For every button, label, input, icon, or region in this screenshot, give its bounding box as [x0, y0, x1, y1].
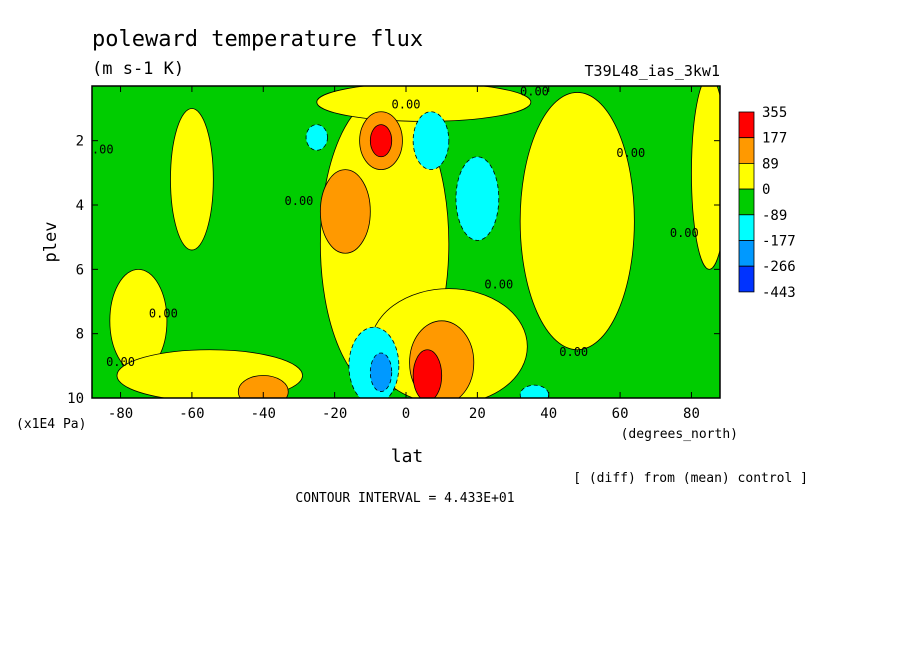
x-axis-label: lat — [391, 446, 424, 467]
contour-label: 0.00 — [149, 307, 178, 321]
contour-region-negative — [519, 384, 550, 398]
contour-label: 0.00 — [392, 98, 421, 112]
contour-label: 0.00 — [520, 85, 549, 99]
x-tick-label: -60 — [179, 406, 204, 422]
contour-region-positive — [691, 86, 720, 270]
colorbar-swatch — [738, 111, 755, 139]
colorbar-swatch — [738, 240, 755, 267]
colorbar-label: 355 — [762, 105, 787, 121]
x-axis: -80 -60 -40 -20 0 20 40 60 80 — [108, 86, 700, 422]
y-axis: 2 4 6 8 10 — [67, 134, 720, 407]
x-tick-label: 60 — [612, 406, 629, 422]
chart-title: poleward temperature flux — [92, 27, 423, 52]
colorbar-label: -177 — [762, 234, 796, 250]
x-tick-label: -20 — [322, 406, 347, 422]
colorbar-label: 177 — [762, 131, 787, 147]
colorbar-label: -89 — [762, 208, 787, 224]
colorbar-swatch — [738, 214, 755, 241]
contour-label: 0.00 — [484, 278, 513, 292]
colorbar-swatch — [738, 188, 755, 216]
colorbar-label: -443 — [762, 285, 796, 301]
contour-region-negative — [455, 156, 500, 241]
contour-label: 0.00 — [559, 345, 588, 359]
colorbar: 355 177 89 0 -89 -177 -266 -443 — [738, 105, 796, 301]
x-tick-label: 80 — [683, 406, 700, 422]
y-axis-label: plev — [41, 222, 61, 263]
contour-label: 0.00 — [670, 226, 699, 240]
y-tick-label: 10 — [67, 391, 84, 407]
run-label: T39L48_ias_3kw1 — [585, 62, 720, 80]
x-tick-label: 0 — [402, 406, 410, 422]
contour-label: 0.00 — [106, 355, 135, 369]
contour-label: 0.00 — [285, 194, 314, 208]
x-tick-label: -80 — [108, 406, 133, 422]
contour-region-negative — [369, 352, 393, 392]
y-tick-label: 8 — [76, 327, 84, 343]
colorbar-swatch — [738, 162, 755, 190]
x-tick-label: 20 — [469, 406, 486, 422]
x-tick-label: -40 — [251, 406, 276, 422]
x-axis-units: (degrees_north) — [621, 427, 738, 442]
x-tick-label: 40 — [540, 406, 557, 422]
y-tick-label: 2 — [76, 134, 84, 150]
difference-note: [ (diff) from (mean) control ] — [573, 471, 808, 486]
chart-units: (m s-1 K) — [92, 59, 184, 79]
contour-region-negative — [305, 124, 328, 151]
colorbar-label: -266 — [762, 259, 796, 275]
contour-region-negative — [412, 111, 450, 171]
colorbar-swatch — [738, 265, 755, 293]
contour-region-positive — [237, 375, 289, 398]
contour-interval: CONTOUR INTERVAL = 4.433E+01 — [295, 491, 514, 506]
colorbar-label: 89 — [762, 156, 779, 172]
y-tick-label: 4 — [76, 198, 84, 214]
contour-region-positive — [170, 108, 214, 251]
plot-area: 0.00 0.00 0.00 0.00 0.00 0.00 0.00 0.00 0.00 0.00 — [85, 85, 721, 399]
contour-region-positive — [519, 92, 635, 351]
y-tick-label: 6 — [76, 262, 84, 278]
y-axis-units: (x1E4 Pa) — [16, 417, 86, 432]
contour-region-positive — [319, 169, 371, 254]
colorbar-label: 0 — [762, 182, 770, 198]
colorbar-swatch — [738, 137, 755, 164]
contour-region-positive — [412, 349, 443, 398]
contour-region-positive — [369, 124, 393, 158]
contour-label: 0.00 — [616, 146, 645, 160]
contour-label: 0.00 — [85, 143, 114, 157]
